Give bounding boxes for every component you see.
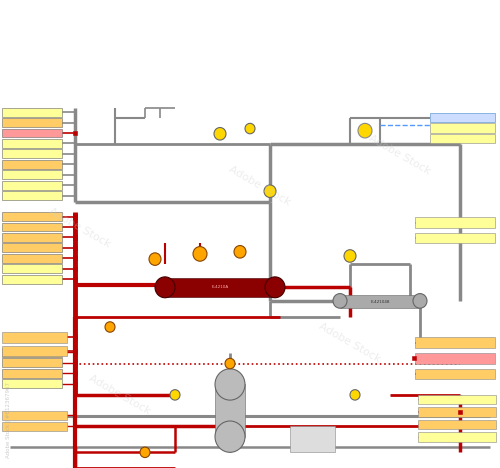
Text: E-421048: E-421048 [370, 300, 390, 304]
Bar [2, 348, 62, 357]
Bar [290, 426, 335, 453]
Bar [415, 233, 495, 243]
Bar [2, 346, 67, 356]
Circle shape [234, 246, 246, 258]
Bar [430, 134, 495, 143]
Bar [2, 422, 67, 431]
Bar [418, 408, 496, 417]
Bar [2, 254, 62, 263]
Bar [2, 129, 62, 138]
Bar [2, 275, 62, 284]
Bar [2, 160, 62, 169]
Circle shape [350, 390, 360, 400]
Bar [415, 369, 495, 379]
Text: Adobe Stock: Adobe Stock [318, 321, 382, 365]
Bar [430, 124, 495, 133]
Circle shape [264, 185, 276, 197]
Text: Piping and Instrumentation: Piping and Instrumentation [34, 6, 466, 34]
Bar [73, 256, 77, 260]
Circle shape [358, 124, 372, 138]
Circle shape [149, 253, 161, 265]
Bar [2, 410, 67, 420]
Bar [2, 191, 62, 200]
Bar [418, 395, 496, 404]
Circle shape [140, 447, 150, 458]
Bar [2, 108, 62, 117]
Circle shape [245, 124, 255, 134]
Bar [73, 350, 77, 354]
Circle shape [170, 390, 180, 400]
Circle shape [214, 127, 226, 140]
Bar [73, 371, 77, 375]
Circle shape [413, 293, 427, 308]
Bar [73, 277, 77, 281]
Circle shape [193, 247, 207, 261]
Bar [73, 225, 77, 229]
Bar [2, 264, 62, 273]
Bar [73, 267, 77, 271]
Text: Adobe Stock | #612367967: Adobe Stock | #612367967 [5, 381, 11, 458]
Text: Adobe Stock: Adobe Stock [228, 164, 292, 208]
Circle shape [105, 322, 115, 332]
Bar [418, 420, 496, 429]
Bar [415, 353, 495, 364]
Circle shape [344, 250, 356, 262]
Bar [73, 361, 77, 365]
Circle shape [225, 358, 235, 369]
Bar [2, 243, 62, 252]
Bar [418, 432, 496, 442]
Bar [73, 349, 77, 353]
Bar [2, 139, 62, 148]
Bar [2, 149, 62, 158]
Bar [2, 358, 62, 367]
Bar [215, 384, 245, 437]
Bar [2, 118, 62, 127]
Bar [73, 336, 77, 340]
Bar [2, 170, 62, 179]
Bar [165, 278, 275, 297]
Bar [458, 410, 462, 414]
Circle shape [155, 277, 175, 298]
Text: E-4210A: E-4210A [212, 285, 228, 289]
Circle shape [265, 277, 285, 298]
Bar [2, 379, 62, 388]
Text: Adobe Stock: Adobe Stock [88, 373, 152, 417]
Text: Adobe Stock: Adobe Stock [48, 206, 112, 249]
Bar [73, 381, 77, 386]
Bar [2, 212, 62, 221]
Bar [2, 223, 62, 232]
Bar [415, 337, 495, 348]
Bar [2, 233, 62, 242]
Bar [412, 356, 416, 360]
Bar [415, 217, 495, 228]
Bar [2, 369, 62, 378]
Circle shape [333, 293, 347, 308]
Bar [340, 295, 420, 308]
Bar [73, 214, 77, 219]
Bar [73, 235, 77, 240]
Circle shape [215, 421, 245, 453]
Bar [73, 246, 77, 250]
Bar [2, 332, 67, 343]
Bar [2, 181, 62, 190]
Circle shape [215, 369, 245, 400]
Text: Adobe Stock: Adobe Stock [368, 133, 432, 176]
Bar [73, 131, 77, 135]
Bar [430, 113, 495, 122]
